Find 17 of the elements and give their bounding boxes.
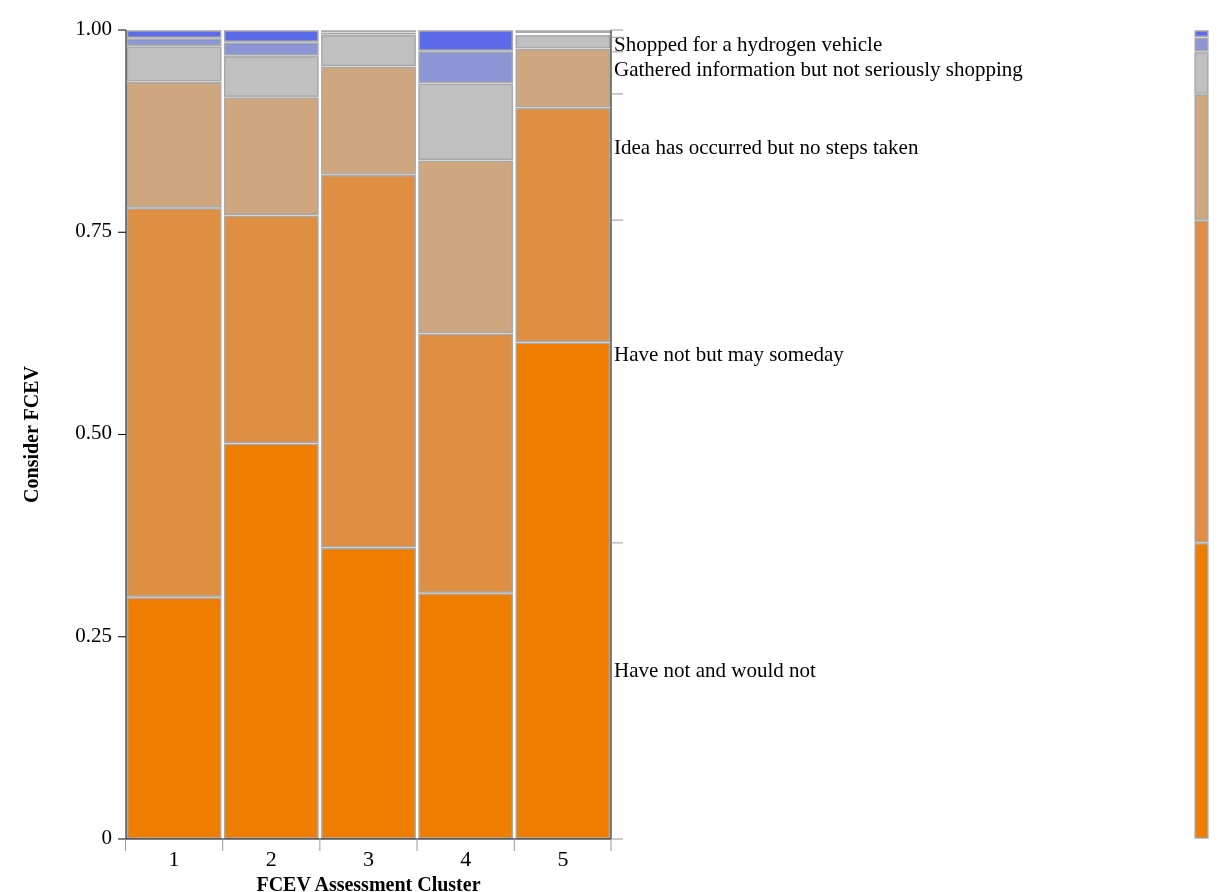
x-tick-label: 2 xyxy=(265,846,277,871)
legend-label: Gathered information but not seriously shopping xyxy=(614,56,1024,81)
x-tick-label: 3 xyxy=(363,846,374,871)
y-tick-label: 0 xyxy=(101,824,112,849)
y-tick-label: 0.75 xyxy=(75,218,112,243)
series-label: Have not but may someday xyxy=(614,342,845,367)
y-axis-title: Consider FCEV xyxy=(20,365,42,503)
x-tick-label: 1 xyxy=(168,846,180,871)
y-tick-label: 0.25 xyxy=(75,622,112,647)
legend-label: Shopped for a hydrogen vehicle xyxy=(614,31,883,56)
series-label: Idea has occurred but no steps taken xyxy=(614,135,919,160)
x-tick-label: 5 xyxy=(557,846,569,871)
x-axis-title: FCEV Assessment Cluster xyxy=(256,873,481,892)
y-tick-label: 1.00 xyxy=(75,15,112,40)
series-label: Have not and would not xyxy=(614,657,816,682)
y-tick-label: 0.50 xyxy=(75,420,112,445)
x-tick-label: 4 xyxy=(460,846,472,871)
